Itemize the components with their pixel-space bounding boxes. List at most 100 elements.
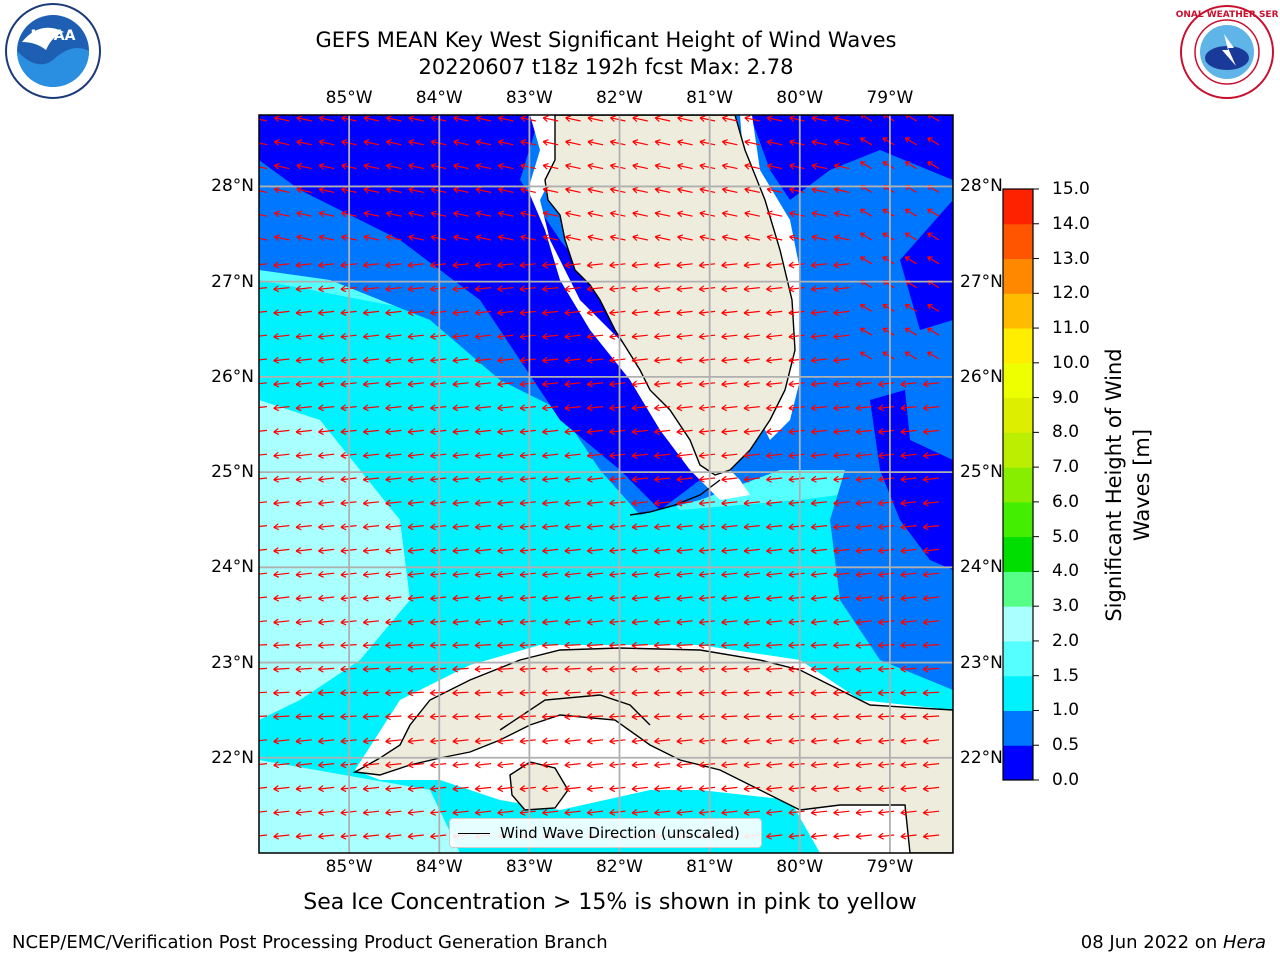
wind-wave-arrow (654, 210, 671, 218)
wind-wave-arrow (587, 186, 604, 194)
wind-wave-arrow (631, 785, 648, 793)
wind-wave-arrow (855, 570, 872, 578)
wind-wave-arrow (721, 285, 738, 293)
wind-wave-arrow (721, 309, 738, 317)
wind-wave-arrow (743, 689, 760, 697)
wind-wave-arrow (743, 499, 760, 507)
wind-wave-arrow (609, 594, 626, 602)
wave-band-0.0-0.5-ne (900, 200, 953, 330)
wind-wave-arrow (497, 737, 514, 745)
wind-wave-arrow (721, 234, 738, 241)
map-legend: Wind Wave Direction (unscaled) (449, 818, 762, 848)
wind-wave-arrow (788, 356, 805, 364)
wind-wave-arrow (878, 547, 895, 555)
wind-wave-arrow (631, 713, 648, 721)
footer-date-text: 08 Jun 2022 on (1080, 932, 1223, 953)
wind-wave-arrow (542, 547, 559, 555)
colorbar-tick-label: 0.0 (1052, 770, 1080, 790)
wind-wave-arrow (811, 210, 828, 218)
wind-wave-arrow (766, 618, 783, 626)
wind-wave-arrow (318, 570, 335, 578)
wind-wave-arrow (631, 570, 648, 578)
wind-wave-arrow (653, 641, 671, 649)
wind-wave-arrow (833, 115, 850, 122)
wind-wave-arrow (922, 689, 940, 697)
wind-wave-arrow (430, 808, 447, 816)
wind-wave-arrow (609, 451, 626, 459)
wind-wave-arrow (766, 356, 783, 364)
wind-wave-arrow (453, 162, 469, 170)
wind-wave-arrow (654, 404, 671, 412)
wind-wave-arrow (788, 309, 805, 317)
wind-wave-arrow (833, 761, 850, 769)
wind-wave-arrow (429, 665, 447, 673)
wind-wave-arrow (654, 785, 671, 793)
wind-wave-arrow (452, 428, 469, 436)
wind-wave-arrow (900, 689, 917, 697)
wind-wave-arrow (833, 713, 850, 721)
wind-wave-arrow (609, 523, 626, 531)
wind-wave-arrow (273, 332, 290, 340)
wind-wave-arrow (631, 285, 648, 293)
colorbar-segment (1003, 189, 1033, 225)
wind-wave-arrow (789, 139, 805, 146)
wind-wave-arrow (362, 309, 380, 317)
wind-wave-arrow (766, 499, 783, 507)
wind-wave-arrow (385, 832, 402, 840)
wind-wave-arrow (565, 162, 581, 170)
colorbar-segment (1003, 362, 1033, 399)
wind-wave-arrow (654, 285, 671, 293)
wind-wave-arrow (698, 356, 716, 364)
wind-wave-arrow (721, 380, 738, 388)
wind-wave-arrow (699, 162, 716, 170)
wind-wave-arrow (318, 162, 335, 170)
wind-wave-arrow (743, 808, 760, 816)
wind-wave-arrow (833, 356, 850, 364)
wind-wave-arrow (810, 570, 828, 578)
wind-wave-arrow (542, 618, 559, 626)
wind-wave-arrow (900, 499, 917, 507)
wind-wave-arrow (833, 162, 850, 170)
wind-wave-arrow (922, 428, 940, 436)
colorbar-segment (1003, 571, 1033, 607)
wind-wave-arrow (654, 523, 671, 531)
land-cuba (352, 647, 953, 853)
wind-wave-arrow (900, 641, 917, 649)
wind-wave-arrow (497, 186, 514, 194)
wind-wave-arrow (788, 570, 805, 578)
wind-wave-arrow (922, 713, 940, 721)
wind-wave-arrow (698, 761, 716, 769)
wind-wave-arrow (698, 428, 716, 436)
land-florida-keys (629, 479, 721, 516)
wind-wave-arrow (810, 380, 828, 388)
wind-wave-arrow (586, 261, 604, 269)
wind-wave-arrow (497, 618, 514, 626)
wind-wave-arrow (296, 210, 312, 218)
wind-wave-arrow (677, 234, 693, 241)
wind-wave-arrow (922, 761, 940, 769)
wind-wave-arrow (788, 641, 805, 649)
wind-wave-arrow (385, 475, 402, 483)
wind-wave-arrow (743, 404, 760, 412)
wind-wave-arrow (878, 404, 895, 412)
wind-wave-arrow (519, 785, 536, 793)
wind-wave-arrow (542, 761, 559, 769)
wind-wave-arrow (452, 380, 469, 388)
wind-wave-arrow (859, 161, 873, 170)
wind-wave-arrow (766, 234, 783, 241)
wind-wave-arrow (385, 594, 402, 602)
wind-wave-arrow (586, 808, 604, 816)
longitude-label: 84°W (415, 857, 463, 877)
wind-wave-arrow (363, 234, 380, 241)
wind-wave-arrow (609, 309, 626, 317)
wind-wave-arrow (474, 404, 492, 412)
wind-wave-arrow (855, 547, 872, 555)
wind-wave-arrow (904, 232, 917, 241)
wind-wave-arrow (631, 665, 648, 673)
wind-wave-arrow (810, 285, 828, 293)
wind-wave-arrow (877, 689, 895, 697)
wind-wave-arrow (922, 785, 940, 793)
wind-wave-arrow (677, 139, 693, 146)
wind-wave-arrow (452, 261, 469, 269)
wind-wave-arrow (900, 404, 917, 412)
